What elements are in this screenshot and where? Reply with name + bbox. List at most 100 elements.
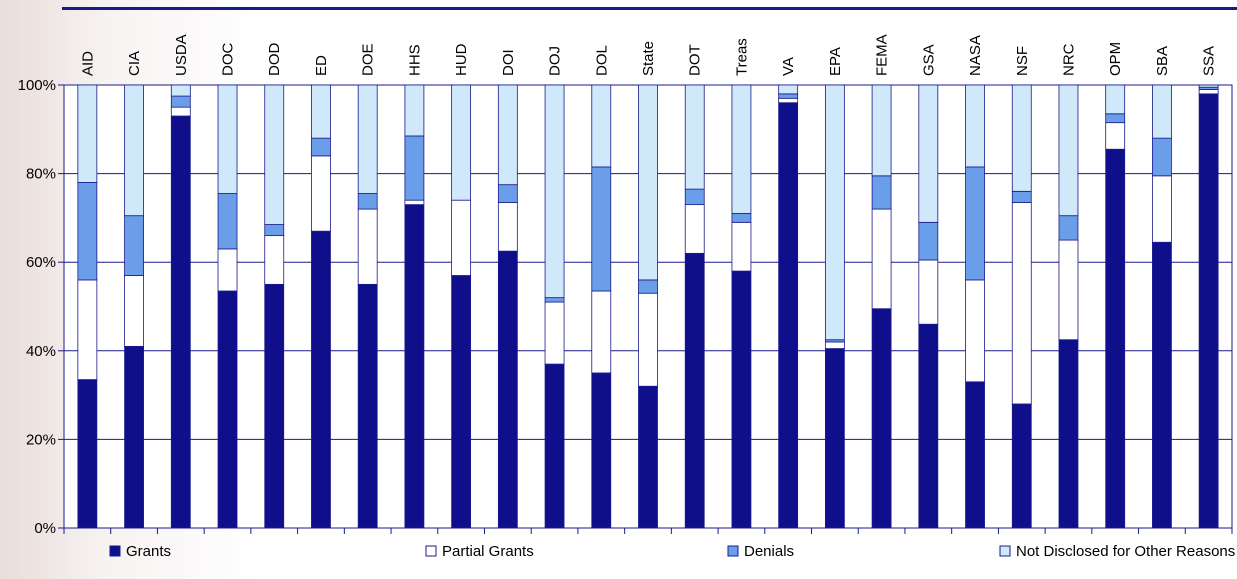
bar-segment — [824, 84, 845, 341]
bar-segment — [170, 106, 191, 117]
bar-segment — [778, 97, 799, 104]
bar-segment — [544, 363, 565, 529]
x-category-label: CIA — [126, 51, 143, 76]
x-category-label: Treas — [733, 38, 750, 76]
bar-segment — [357, 208, 378, 285]
bar-segment — [124, 345, 144, 529]
x-category-label: DOE — [360, 43, 377, 76]
bar-segment — [404, 135, 425, 201]
legend: Grants Partial Grants Denials Not Disclosed… — [109, 543, 1235, 560]
bar-segment — [124, 215, 144, 276]
bar-segment — [965, 166, 985, 281]
bar-stack — [591, 84, 612, 529]
bar-segment — [1105, 122, 1126, 150]
bar-segment — [824, 341, 845, 349]
bar-segment — [591, 372, 612, 529]
bar-segment — [217, 193, 238, 250]
bar-stack — [170, 84, 191, 529]
x-category-label: USDA — [173, 34, 190, 76]
y-tick-label: 0% — [34, 520, 56, 537]
bar-segment — [544, 301, 565, 365]
bar-segment — [638, 279, 658, 294]
bar-segment — [170, 95, 191, 108]
bar-stack — [638, 84, 658, 529]
bar-stack — [404, 84, 425, 529]
bar-stack — [77, 84, 98, 529]
legend-label: Not Disclosed for Other Reasons — [1016, 543, 1235, 560]
bar-segment — [1011, 403, 1032, 529]
legend-item: Grants — [109, 543, 171, 560]
bar-segment — [684, 188, 705, 206]
bar-stack — [1152, 84, 1172, 529]
bar-segment — [591, 166, 612, 292]
x-category-label: ED — [313, 55, 330, 76]
y-axis: 0% 20% 40% 60% 80% 100% — [18, 77, 1233, 537]
x-axis-labels: AID CIA USDA DOC DOD ED DOE HHS HUD DOI DOJ DOL Stat… — [79, 34, 1217, 76]
header-rule — [62, 7, 1237, 10]
bar-segment — [264, 235, 285, 285]
legend-label: Denials — [744, 543, 794, 560]
bar-segment — [1011, 84, 1032, 192]
bar-segment — [731, 84, 752, 214]
bar-segment — [497, 250, 518, 529]
bar-stack — [824, 84, 845, 529]
x-category-label: NASA — [967, 35, 984, 76]
bar-segment — [1152, 175, 1172, 243]
bar-segment — [264, 84, 285, 225]
bar-segment — [404, 84, 425, 137]
bar-segment — [357, 283, 378, 529]
bar-segment — [451, 84, 472, 201]
bar-segment — [1105, 148, 1126, 529]
bar-segment — [1058, 339, 1079, 529]
bar-segment — [404, 204, 425, 529]
bar-segment — [591, 84, 612, 168]
bar-segment — [451, 199, 472, 276]
x-category-label: DOC — [220, 42, 237, 76]
bar-stack — [217, 84, 238, 529]
bar-segment — [778, 93, 799, 99]
x-category-label: EPA — [827, 47, 844, 76]
legend-swatch — [999, 545, 1011, 557]
x-category-label: NRC — [1060, 43, 1077, 76]
bar-segment — [1011, 190, 1032, 203]
bar-segment — [871, 84, 892, 177]
bar-segment — [1198, 89, 1219, 95]
legend-item: Denials — [727, 543, 794, 560]
x-category-label: SBA — [1154, 46, 1171, 76]
bar-segment — [311, 230, 331, 529]
x-category-label: SSA — [1201, 46, 1218, 76]
bar-segment — [311, 137, 331, 157]
x-category-label: HHS — [406, 44, 423, 76]
x-category-label: DOT — [687, 44, 704, 76]
bar-stack — [311, 84, 331, 529]
legend-swatch — [425, 545, 437, 557]
legend-swatch — [109, 545, 121, 557]
x-category-label: State — [640, 41, 657, 76]
bar-segment — [918, 221, 939, 261]
bar-stack — [1011, 84, 1032, 529]
x-category-label: AID — [79, 51, 96, 76]
bar-segment — [1058, 215, 1079, 241]
legend-item: Not Disclosed for Other Reasons — [999, 543, 1235, 560]
bar-segment — [357, 84, 378, 194]
x-category-label: DOD — [266, 43, 283, 77]
x-category-label: DOJ — [547, 46, 564, 76]
bar-stack — [965, 84, 985, 529]
bar-segment — [1198, 84, 1219, 88]
bar-segment — [124, 84, 144, 217]
bar-segment — [311, 84, 331, 139]
bar-segment — [1105, 84, 1126, 115]
bar-segment — [918, 84, 939, 223]
bar-segment — [965, 84, 985, 168]
bar-segment — [497, 201, 518, 252]
x-category-label: DOI — [500, 49, 517, 76]
bar-segment — [965, 279, 985, 383]
bar-segment — [918, 323, 939, 529]
y-tick-label: 100% — [18, 77, 56, 94]
bar-segment — [638, 385, 658, 529]
y-tick-label: 60% — [26, 254, 56, 271]
bar-segment — [638, 84, 658, 281]
bar-segment — [77, 84, 98, 183]
bar-segment — [871, 175, 892, 210]
bar-stack — [544, 84, 565, 529]
